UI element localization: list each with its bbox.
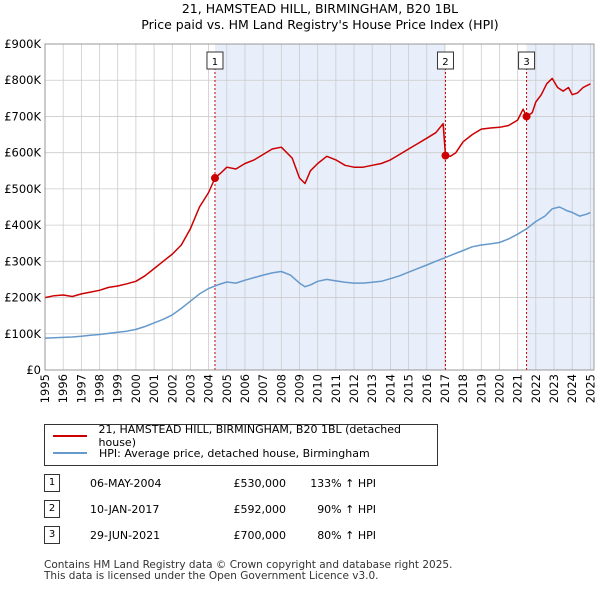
sale-point xyxy=(441,151,450,160)
sale-date: 06-MAY-2004 xyxy=(90,476,162,490)
x-tick-label: 2002 xyxy=(165,374,179,403)
y-tick-label: £500K xyxy=(4,182,41,196)
x-tick-label: 2000 xyxy=(129,374,143,403)
x-tick-label: 1998 xyxy=(93,374,107,403)
sale-date: 29-JUN-2021 xyxy=(90,528,161,542)
table-row: 3 29-JUN-2021 £700,000 80% ↑ HPI xyxy=(44,522,376,548)
sale-hpi: 90% ↑ HPI xyxy=(317,502,376,516)
x-tick-label: 2014 xyxy=(383,374,397,403)
x-tick-label: 2003 xyxy=(183,374,197,403)
sale-price: £700,000 xyxy=(233,528,287,542)
sale-marker-box xyxy=(518,51,536,70)
sale-point xyxy=(522,112,531,121)
y-tick-label: £900K xyxy=(4,37,41,51)
shaded-band-1 xyxy=(214,44,446,370)
sale-marker-label: 3 xyxy=(523,57,529,68)
chart-title: 21, HAMSTEAD HILL, BIRMINGHAM, B20 1BL xyxy=(182,1,458,16)
legend-swatch-property xyxy=(53,435,87,437)
chart-subtitle: Price paid vs. HM Land Registry's House … xyxy=(141,17,498,32)
sales-table: 1 06-MAY-2004 £530,000 133% ↑ HPI 2 10-J… xyxy=(44,470,376,548)
x-tick-label: 2019 xyxy=(474,374,488,403)
x-tick-label: 2009 xyxy=(293,374,307,403)
footer-line-2: This data is licensed under the Open Gov… xyxy=(44,570,379,582)
x-tick-label: 2022 xyxy=(529,374,543,403)
sale-price: £530,000 xyxy=(233,476,287,490)
x-tick-label: 2013 xyxy=(365,374,379,403)
x-tick-label: 2012 xyxy=(347,374,361,403)
x-tick-label: 2006 xyxy=(238,374,252,403)
sale-date: 10-JAN-2017 xyxy=(90,502,160,516)
sale-hpi: 80% ↑ HPI xyxy=(317,528,376,542)
sale-number: 3 xyxy=(44,526,60,544)
sale-marker-box xyxy=(206,51,224,70)
legend-item-hpi: HPI: Average price, detached house, Birm… xyxy=(53,445,370,461)
x-tick-label: 2011 xyxy=(329,374,343,403)
sale-marker-label: 1 xyxy=(212,57,218,68)
x-tick-label: 2017 xyxy=(438,374,452,403)
x-tick-label: 1999 xyxy=(111,374,125,403)
x-tick-label: 2008 xyxy=(274,374,288,403)
sale-marker-label: 2 xyxy=(442,57,448,68)
x-tick-label: 2004 xyxy=(202,374,216,403)
y-tick-label: £200K xyxy=(4,291,41,305)
x-tick-label: 2016 xyxy=(420,374,434,403)
price-chart: 21, HAMSTEAD HILL, BIRMINGHAM, B20 1BL P… xyxy=(4,1,597,403)
table-row: 2 10-JAN-2017 £592,000 90% ↑ HPI xyxy=(44,496,376,522)
x-tick-label: 2005 xyxy=(220,374,234,403)
x-tick-label: 2024 xyxy=(565,374,579,403)
footer-attribution: Contains HM Land Registry data © Crown c… xyxy=(44,560,452,582)
y-tick-label: £0 xyxy=(26,363,41,377)
sale-number: 2 xyxy=(44,500,60,518)
plot-frame xyxy=(44,43,595,371)
sale-price: £592,000 xyxy=(233,502,287,516)
table-row: 1 06-MAY-2004 £530,000 133% ↑ HPI xyxy=(44,470,376,496)
sale-point xyxy=(210,174,219,183)
x-tick-label: 2023 xyxy=(547,374,561,403)
legend-swatch-hpi xyxy=(53,452,87,454)
x-tick-label: 2020 xyxy=(492,374,506,403)
y-tick-label: £300K xyxy=(4,254,41,268)
sale-number: 1 xyxy=(44,474,60,492)
y-tick-label: £600K xyxy=(4,146,41,160)
x-tick-label: 1996 xyxy=(56,374,70,403)
legend-label-hpi: HPI: Average price, detached house, Birm… xyxy=(99,446,370,460)
x-tick-label: 2010 xyxy=(311,374,325,403)
x-tick-label: 1997 xyxy=(74,374,88,403)
x-tick-label: 2001 xyxy=(147,374,161,403)
y-tick-label: £700K xyxy=(4,109,41,123)
y-tick-label: £400K xyxy=(4,218,41,232)
sale-hpi: 133% ↑ HPI xyxy=(310,476,376,490)
y-tick-label: £800K xyxy=(4,73,41,87)
series-line-hpi xyxy=(44,206,591,339)
legend-item-property: 21, HAMSTEAD HILL, BIRMINGHAM, B20 1BL (… xyxy=(53,423,437,449)
x-tick-label: 2007 xyxy=(256,374,270,403)
footer-line-1: Contains HM Land Registry data © Crown c… xyxy=(44,559,453,571)
x-tick-label: 2025 xyxy=(583,374,597,403)
chart-legend: 21, HAMSTEAD HILL, BIRMINGHAM, B20 1BL (… xyxy=(44,423,438,466)
x-tick-label: 2021 xyxy=(511,374,525,403)
y-tick-label: £100K xyxy=(4,327,41,341)
x-tick-label: 1995 xyxy=(38,374,52,403)
x-tick-label: 2015 xyxy=(402,374,416,403)
x-tick-label: 2018 xyxy=(456,374,470,403)
legend-label-property: 21, HAMSTEAD HILL, BIRMINGHAM, B20 1BL (… xyxy=(98,423,401,449)
sale-marker-box xyxy=(436,51,454,70)
